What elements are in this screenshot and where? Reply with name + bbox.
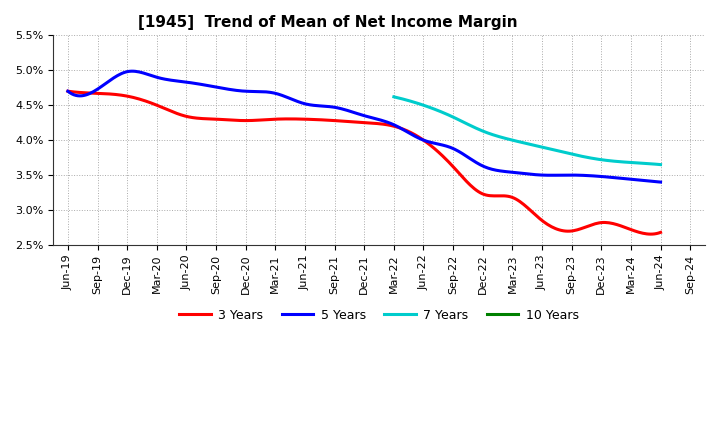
7 Years: [390, 95, 399, 100]
3 Years: [63, 88, 72, 94]
5 Years: [418, 137, 427, 143]
3 Years: [656, 230, 665, 235]
Text: [1945]  Trend of Mean of Net Income Margin: [1945] Trend of Mean of Net Income Margi…: [138, 15, 518, 30]
5 Years: [127, 69, 135, 74]
5 Years: [428, 140, 437, 146]
Line: 5 Years: 5 Years: [68, 71, 660, 182]
7 Years: [614, 159, 623, 164]
7 Years: [547, 147, 556, 152]
Line: 7 Years: 7 Years: [394, 97, 660, 165]
7 Years: [390, 94, 398, 99]
5 Years: [416, 136, 425, 142]
5 Years: [656, 180, 665, 185]
7 Years: [549, 147, 557, 152]
Line: 3 Years: 3 Years: [68, 91, 660, 234]
3 Years: [600, 220, 609, 225]
3 Years: [647, 231, 655, 237]
5 Years: [603, 174, 611, 180]
3 Years: [563, 228, 572, 234]
Legend: 3 Years, 5 Years, 7 Years, 10 Years: 3 Years, 5 Years, 7 Years, 10 Years: [174, 304, 584, 327]
5 Years: [565, 172, 574, 178]
3 Years: [66, 89, 74, 94]
3 Years: [416, 136, 425, 141]
7 Years: [553, 148, 562, 154]
7 Years: [631, 160, 640, 165]
3 Years: [415, 134, 423, 139]
3 Years: [426, 143, 435, 148]
5 Years: [66, 90, 74, 95]
7 Years: [656, 162, 665, 167]
5 Years: [63, 88, 72, 94]
